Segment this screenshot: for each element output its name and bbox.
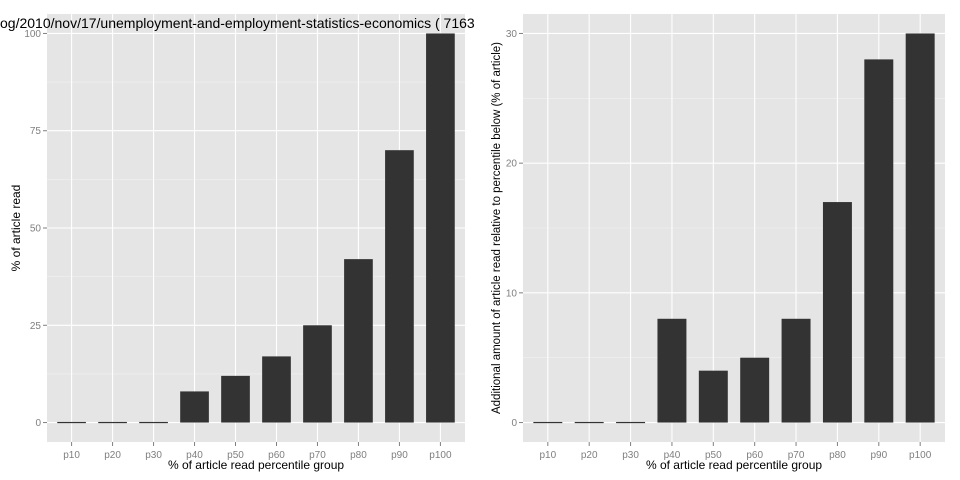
bar-p50 (221, 375, 250, 423)
bar-p10 (57, 421, 86, 424)
x-tick-label: p80 (829, 450, 846, 461)
x-tick-label: p80 (350, 450, 367, 461)
bar-p90 (385, 150, 414, 423)
y-tick-label: 10 (506, 288, 518, 299)
x-tick-label: p20 (104, 450, 121, 461)
bar-p20 (574, 421, 604, 424)
x-tick-label: p40 (664, 450, 681, 461)
y-axis: 0 25 50 75 100 (24, 29, 47, 429)
bar-p40 (180, 391, 209, 423)
y-tick-label: 75 (30, 126, 42, 137)
x-axis-title: % of article read percentile group (646, 458, 822, 472)
x-axis-title: % of article read percentile group (168, 458, 344, 472)
y-tick-label: 30 (506, 29, 518, 40)
x-tick-label: p100 (909, 450, 932, 461)
gridlines (523, 14, 945, 442)
y-tick-label: 100 (24, 29, 41, 40)
x-tick-label: p60 (746, 450, 763, 461)
x-tick-label: p30 (622, 450, 639, 461)
bar-p10 (533, 421, 563, 424)
x-tick-label: p100 (429, 450, 452, 461)
bar-p100 (426, 33, 455, 423)
x-tick-label: p10 (63, 450, 80, 461)
bar-p90 (864, 59, 894, 423)
x-tick-label: p30 (145, 450, 162, 461)
x-tick-label: p60 (268, 450, 285, 461)
y-tick-label: 0 (35, 418, 41, 429)
x-tick-label: p70 (309, 450, 326, 461)
chart-title: og/2010/nov/17/unemployment-and-employme… (0, 15, 475, 31)
y-axis-title: % of article read (9, 185, 23, 272)
x-tick-label: p50 (705, 450, 722, 461)
bar-p70 (303, 325, 332, 423)
bar-p30 (139, 421, 168, 424)
y-tick-label: 25 (30, 321, 42, 332)
x-tick-label: p90 (391, 450, 408, 461)
bar-p60 (740, 357, 770, 423)
bar-p50 (698, 370, 728, 423)
x-tick-label: p20 (581, 450, 598, 461)
x-tick-label: p40 (186, 450, 203, 461)
bars (57, 33, 455, 424)
bar-p60 (262, 356, 291, 423)
x-tick-label: p10 (539, 450, 556, 461)
y-tick-label: 20 (506, 159, 518, 170)
y-axis: 0 10 20 30 (506, 29, 523, 429)
y-tick-label: 50 (30, 224, 42, 235)
bar-p30 (616, 421, 646, 424)
y-axis-title: Additional amount of article read relati… (491, 42, 503, 414)
x-tick-label: p90 (870, 450, 887, 461)
bar-p40 (657, 318, 687, 423)
y-tick-label: 0 (511, 418, 517, 429)
x-tick-label: p70 (788, 450, 805, 461)
bar-p80 (344, 259, 373, 423)
x-tick-label: p50 (227, 450, 244, 461)
bar-p100 (905, 33, 935, 423)
x-axis: p10 p20 p30 p40 p50 p60 p70 p80 p90 p100 (63, 442, 452, 461)
bars (533, 33, 935, 424)
bar-p20 (98, 421, 127, 424)
bar-p70 (781, 318, 811, 423)
bar-p80 (822, 202, 852, 423)
x-axis: p10 p20 p30 p40 p50 p60 p70 p80 p90 p100 (539, 442, 932, 461)
